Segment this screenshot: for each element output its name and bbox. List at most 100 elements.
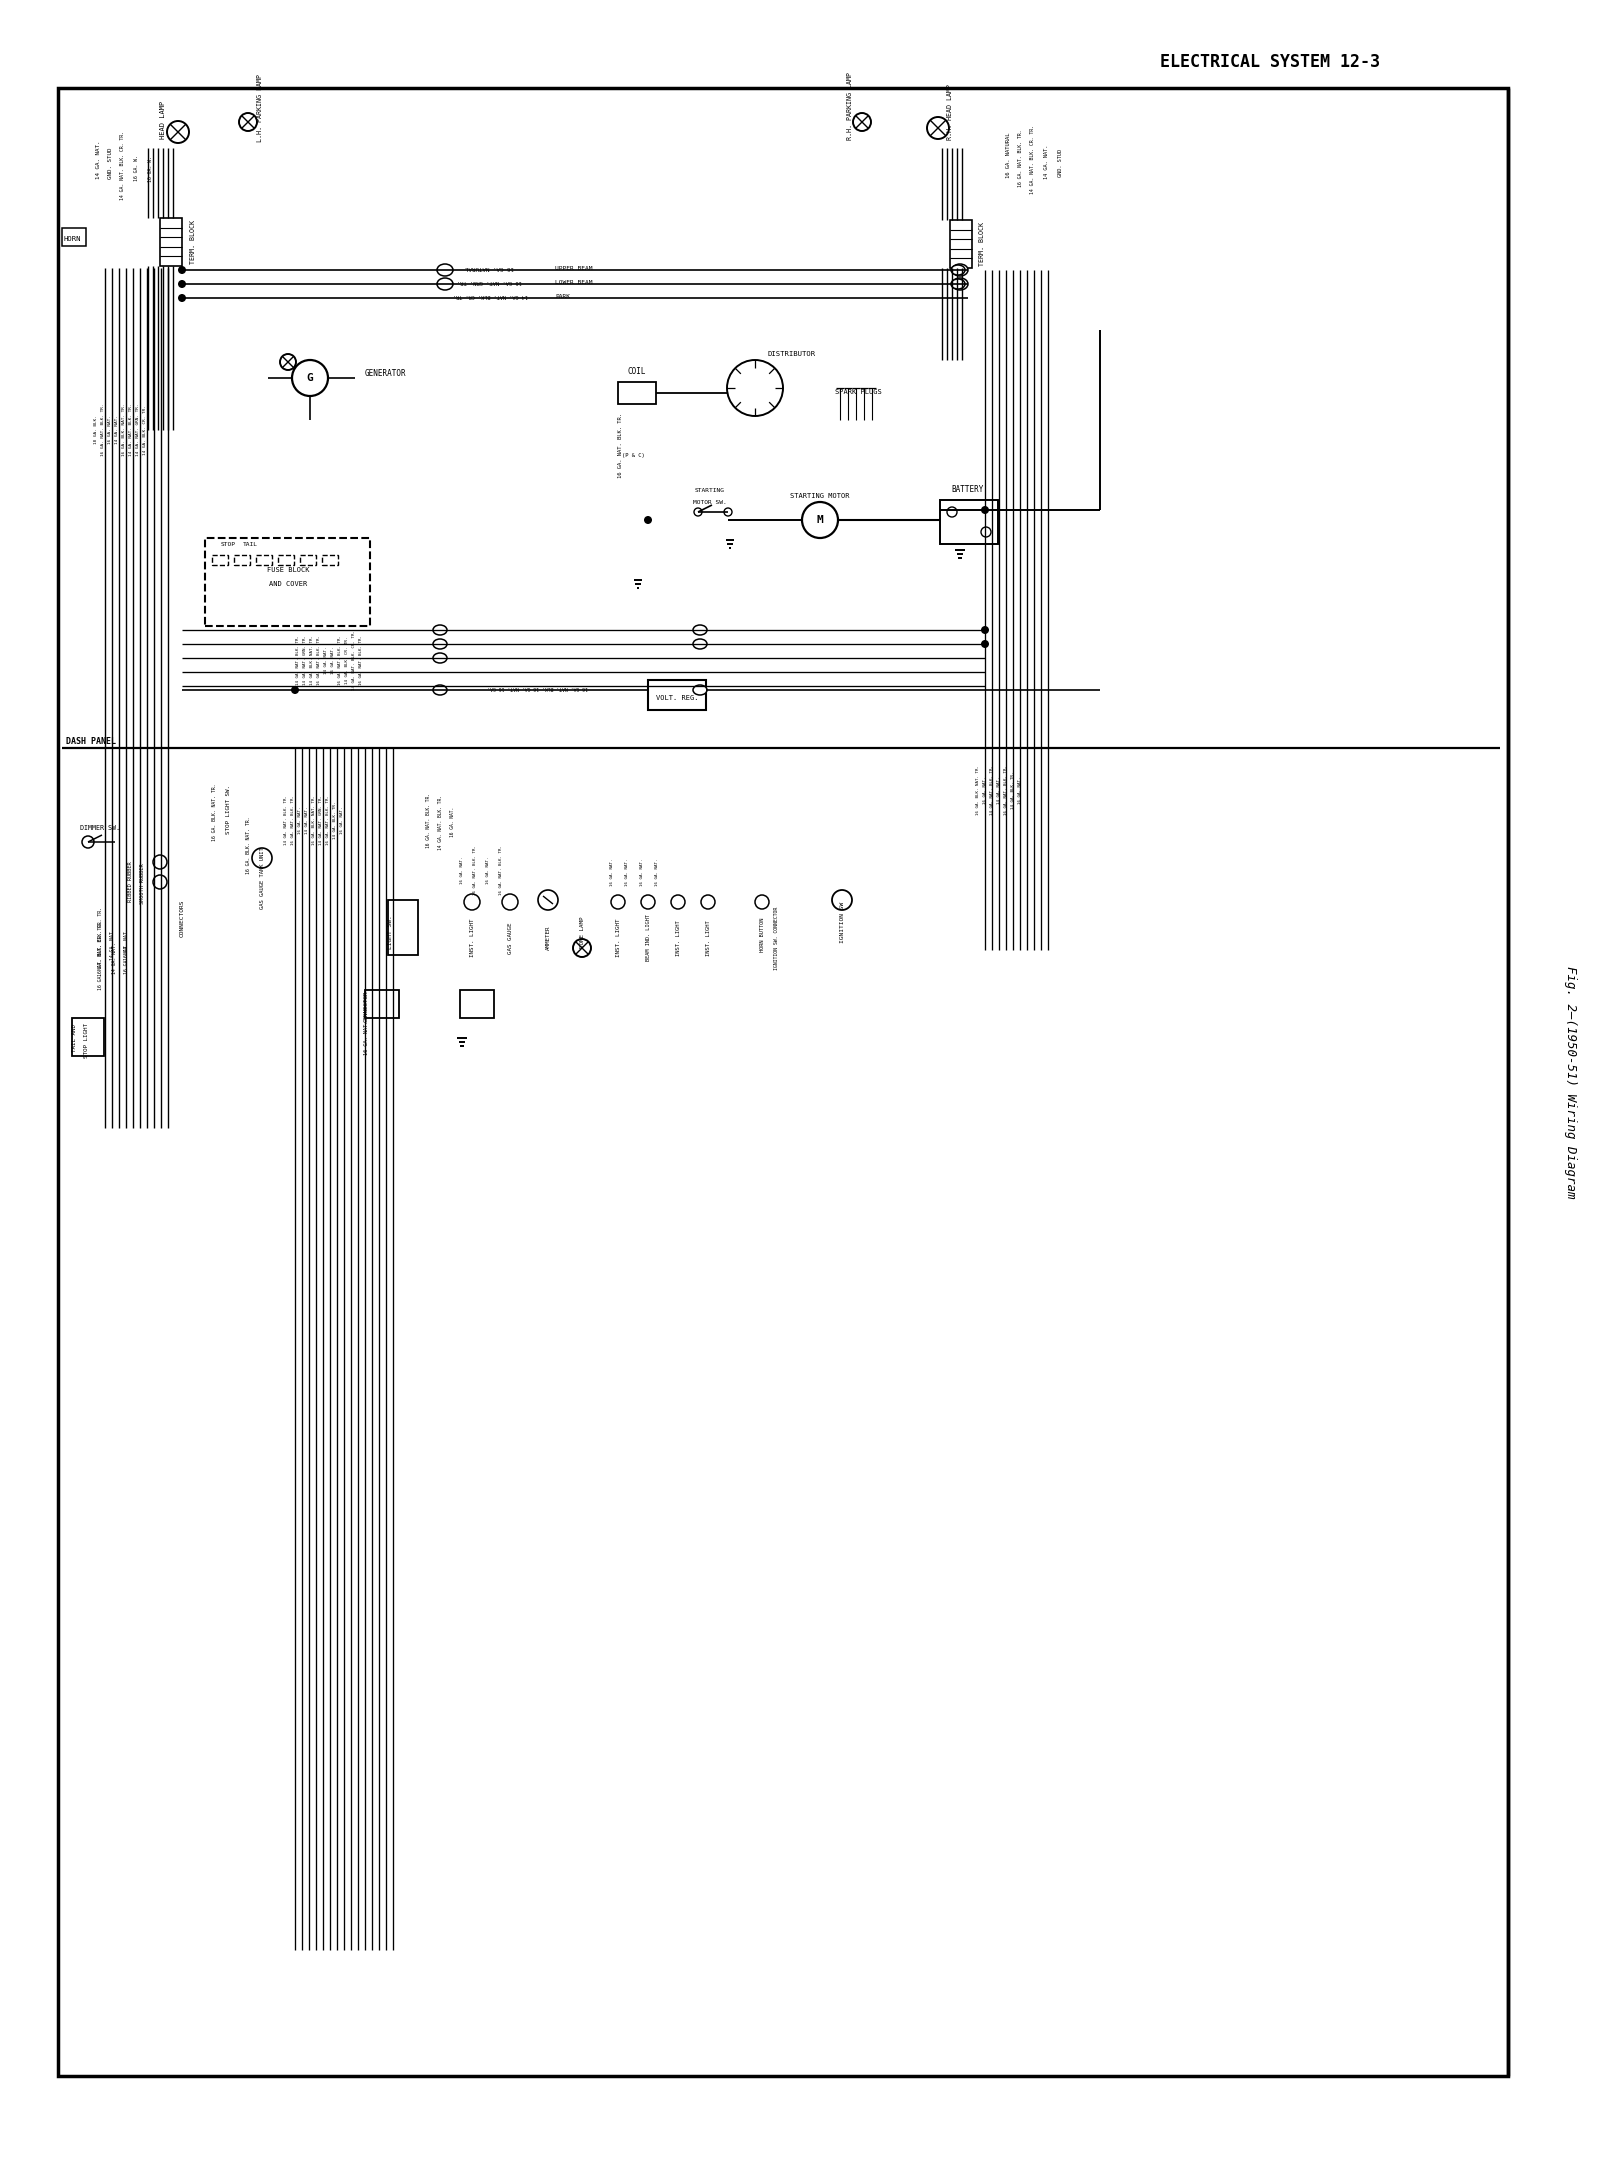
Circle shape <box>611 896 626 909</box>
Text: MOTOR SW.: MOTOR SW. <box>693 500 726 504</box>
Text: SMOOTH RUBBER: SMOOTH RUBBER <box>141 863 146 905</box>
Text: 16 GA. NAT. BLK. TR.: 16 GA. NAT. BLK. TR. <box>358 634 363 686</box>
Text: 14 GA. NAT. BLK. CR. TR.: 14 GA. NAT. BLK. CR. TR. <box>453 292 528 296</box>
Ellipse shape <box>437 264 453 277</box>
Bar <box>365 989 398 1017</box>
Bar <box>950 221 973 268</box>
Circle shape <box>280 355 296 370</box>
Bar <box>160 219 182 266</box>
Circle shape <box>642 896 654 909</box>
Text: 14 GA. NAT. GRN. TR.: 14 GA. NAT. GRN. TR. <box>136 405 141 457</box>
Circle shape <box>291 359 328 396</box>
Circle shape <box>464 894 480 911</box>
Text: 16 GA. NAT.: 16 GA. NAT. <box>125 941 130 974</box>
Text: 16 GA. NAT.: 16 GA. NAT. <box>450 807 454 837</box>
Text: 16 GA. NAT.: 16 GA. NAT. <box>1018 777 1022 803</box>
Text: 14 GA. NAT. BLK. CR. TR.: 14 GA. NAT. BLK. CR. TR. <box>120 132 125 201</box>
Text: 14 GA. NAT.: 14 GA. NAT. <box>115 415 118 444</box>
Text: DOME LAMP: DOME LAMP <box>579 915 584 948</box>
Circle shape <box>670 896 685 909</box>
Text: 16 GA. BLK. NAT. TR.: 16 GA. BLK. NAT. TR. <box>245 816 251 874</box>
Circle shape <box>981 528 990 537</box>
Text: INST. LIGHT: INST. LIGHT <box>706 920 710 956</box>
Bar <box>278 554 294 565</box>
Bar <box>461 989 494 1017</box>
Text: 16 GA. BLK. NAT. TR.: 16 GA. BLK. NAT. TR. <box>976 766 979 816</box>
Text: 16 GA. BLK. NAT. TR.: 16 GA. BLK. NAT. TR. <box>213 783 218 842</box>
Text: AND COVER: AND COVER <box>269 580 307 586</box>
Text: 16 GA. NAT.: 16 GA. NAT. <box>363 1021 368 1056</box>
Text: BEAM IND. LIGHT: BEAM IND. LIGHT <box>645 915 651 961</box>
Circle shape <box>573 939 590 956</box>
Text: TERM. BLOCK: TERM. BLOCK <box>190 221 195 264</box>
Text: 14 GA. NAT.: 14 GA. NAT. <box>1045 145 1050 180</box>
Text: TERM. BLOCK: TERM. BLOCK <box>979 223 986 266</box>
Text: 16 GA. NAT.: 16 GA. NAT. <box>654 859 659 885</box>
Text: STARTING: STARTING <box>694 487 725 493</box>
Text: IGNITION SW. CONNECTOR: IGNITION SW. CONNECTOR <box>773 907 779 969</box>
Text: AMMETER: AMMETER <box>546 926 550 950</box>
Circle shape <box>832 889 851 911</box>
Circle shape <box>947 506 957 517</box>
Bar <box>234 554 250 565</box>
Ellipse shape <box>437 277 453 290</box>
Text: 16 GA. NAT. BLK. TR.: 16 GA. NAT. BLK. TR. <box>317 634 322 686</box>
Text: INST. LIGHT: INST. LIGHT <box>616 920 621 956</box>
Circle shape <box>701 896 715 909</box>
Ellipse shape <box>693 625 707 634</box>
Text: INST. LIGHT: INST. LIGHT <box>675 920 680 956</box>
Text: 16 GA. BLK. NAT. TR.: 16 GA. BLK. NAT. TR. <box>312 794 317 844</box>
Text: CONNECTORS: CONNECTORS <box>179 900 184 937</box>
Text: 14 GA. NAT. BLK. TR.: 14 GA. NAT. BLK. TR. <box>130 405 133 457</box>
Ellipse shape <box>434 625 446 634</box>
Text: 14 GA. NAT. GRN. TR.: 14 GA. NAT. GRN. TR. <box>318 794 323 844</box>
Text: 14 GA. NAT. BLK. CR. TR.: 14 GA. NAT. BLK. CR. TR. <box>1030 126 1035 195</box>
Text: 16 GA. NAT.: 16 GA. NAT. <box>123 928 128 961</box>
Text: 14 GA. NAT.: 14 GA. NAT. <box>112 941 117 974</box>
Text: 16 GA. NATURAL: 16 GA. NATURAL <box>1005 132 1011 177</box>
Text: LIGHT SW.: LIGHT SW. <box>387 915 392 948</box>
Text: 14 GA. BLK. NAT. TR.: 14 GA. BLK. NAT. TR. <box>310 634 314 686</box>
Text: 16 GA. NAT.: 16 GA. NAT. <box>461 857 464 883</box>
Text: 16 GA. NAT. BLK. TR.: 16 GA. NAT. BLK. TR. <box>499 844 502 896</box>
Text: IGNITION SW: IGNITION SW <box>840 902 845 944</box>
Ellipse shape <box>950 279 965 290</box>
Text: 14 GA. NAT. BLK. TR.: 14 GA. NAT. BLK. TR. <box>437 794 443 850</box>
Text: RIBBED RUBBER: RIBBED RUBBER <box>128 861 133 902</box>
Text: ELECTRICAL SYSTEM 12-3: ELECTRICAL SYSTEM 12-3 <box>1160 52 1379 71</box>
Text: HORN: HORN <box>62 236 80 242</box>
Text: DASH PANEL: DASH PANEL <box>66 738 115 747</box>
Text: 16 GA. NAT.: 16 GA. NAT. <box>610 859 614 885</box>
Text: INST. LIGHT: INST. LIGHT <box>469 920 475 956</box>
Ellipse shape <box>434 686 446 695</box>
Ellipse shape <box>952 277 968 290</box>
Text: 16 GA. NAT. GRN. TR.: 16 GA. NAT. GRN. TR. <box>458 279 523 283</box>
Bar <box>211 554 229 565</box>
Text: 14 GA. NAT.: 14 GA. NAT. <box>306 807 309 833</box>
Text: BATTERY: BATTERY <box>952 485 984 496</box>
Text: 14 GA. NAT. BLK. CR. TR.: 14 GA. NAT. BLK. CR. TR. <box>352 630 355 690</box>
Text: 16 GA. NAT.: 16 GA. NAT. <box>640 859 643 885</box>
Text: 14 GA. BLK. TR.: 14 GA. BLK. TR. <box>333 801 338 840</box>
Bar <box>72 1017 104 1056</box>
Text: 16 GA. NAT.: 16 GA. NAT. <box>339 807 344 833</box>
Bar <box>256 554 272 565</box>
Text: 14 GA. BLK. TR.: 14 GA. BLK. TR. <box>1011 770 1014 809</box>
Ellipse shape <box>434 638 446 649</box>
Text: 16 GA. NAT.: 16 GA. NAT. <box>298 807 302 833</box>
Ellipse shape <box>693 638 707 649</box>
Text: 14 GA. NAT. GRN. TR.: 14 GA. NAT. GRN. TR. <box>302 634 307 686</box>
Circle shape <box>291 686 299 695</box>
Bar <box>301 554 317 565</box>
Text: GND. STUD: GND. STUD <box>1058 149 1062 177</box>
Circle shape <box>154 855 166 870</box>
Text: PARK: PARK <box>555 294 570 299</box>
Text: 16 GA. NAT. BLK. TR.: 16 GA. NAT. BLK. TR. <box>338 634 342 686</box>
Text: HEAD LAMP: HEAD LAMP <box>160 102 166 138</box>
Text: 16 GA. NAT.: 16 GA. NAT. <box>109 415 112 444</box>
Circle shape <box>178 279 186 288</box>
Text: 14 GA. NAT. BLK. TR.: 14 GA. NAT. BLK. TR. <box>296 634 301 686</box>
Circle shape <box>694 509 702 515</box>
Text: FUSE BLOCK: FUSE BLOCK <box>267 567 309 573</box>
Circle shape <box>238 113 258 132</box>
